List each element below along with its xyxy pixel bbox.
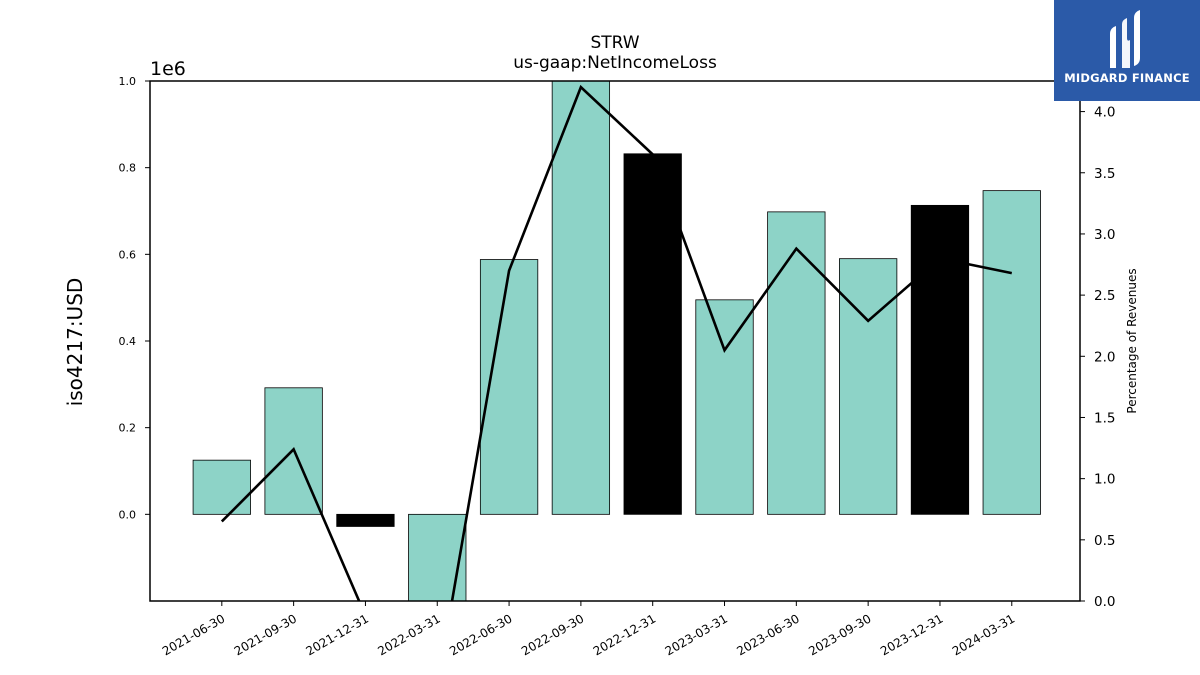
y-multiplier: 1e6: [150, 58, 186, 80]
y2-tick-label: 0.5: [1094, 533, 1115, 549]
midgard-finance-logo: MIDGARD FINANCE: [1054, 0, 1200, 101]
x-tick-label: 2024-03-31: [950, 611, 1017, 658]
x-tick-label: 2022-09-30: [519, 611, 586, 658]
x-tick-label: 2021-06-30: [160, 611, 227, 658]
line-series: [220, 84, 1013, 601]
x-tick-label: 2023-09-30: [806, 611, 873, 658]
bar: [408, 513, 467, 601]
y-tick-label: 0.6: [119, 248, 137, 261]
chart-subtitle: us-gaap:NetIncomeLoss: [513, 53, 717, 73]
x-tick-label: 2022-06-30: [447, 611, 514, 658]
bar: [839, 258, 898, 515]
x-tick-label: 2023-12-31: [878, 611, 945, 658]
bar: [982, 190, 1041, 515]
x-tick-label: 2022-12-31: [591, 611, 658, 658]
y-tick-label: 1.0: [119, 75, 137, 88]
y2-tick-label: 2.5: [1094, 288, 1115, 304]
bar: [695, 299, 754, 515]
bar: [192, 459, 251, 515]
bar: [551, 81, 611, 515]
y2-tick-label: 3.5: [1094, 166, 1115, 182]
bar: [910, 204, 970, 515]
x-tick-label: 2022-03-31: [375, 611, 442, 658]
y2-tick-label: 1.0: [1094, 472, 1115, 488]
y-tick-label: 0.0: [119, 508, 137, 521]
y2-tick-label: 4.0: [1094, 105, 1115, 121]
x-tick-label: 2021-12-31: [304, 611, 371, 658]
y2-tick-label: 1.5: [1094, 410, 1115, 426]
y-tick-label: 0.2: [119, 422, 137, 435]
y2-tick-label: 0.0: [1094, 594, 1115, 610]
x-tick-label: 2023-03-31: [663, 611, 730, 658]
y-tick-label: 0.4: [119, 335, 137, 348]
bar-group: [192, 81, 1041, 601]
chart-title: STRW: [590, 33, 639, 53]
bar: [336, 513, 395, 527]
y-tick-label: 0.8: [119, 162, 137, 175]
logo-icon: [1110, 10, 1140, 68]
y-axis-label: iso4217:USD: [63, 278, 87, 407]
y2-tick-label: 2.0: [1094, 349, 1115, 365]
x-tick-label: 2023-06-30: [734, 611, 801, 658]
bar: [767, 211, 826, 515]
line-group: [220, 84, 1013, 601]
y2-tick-label: 3.0: [1094, 227, 1115, 243]
logo-text: MIDGARD FINANCE: [1064, 71, 1190, 85]
x-tick-label: 2021-09-30: [232, 611, 299, 658]
y2-axis-label: Percentage of Revenues: [1125, 268, 1139, 413]
